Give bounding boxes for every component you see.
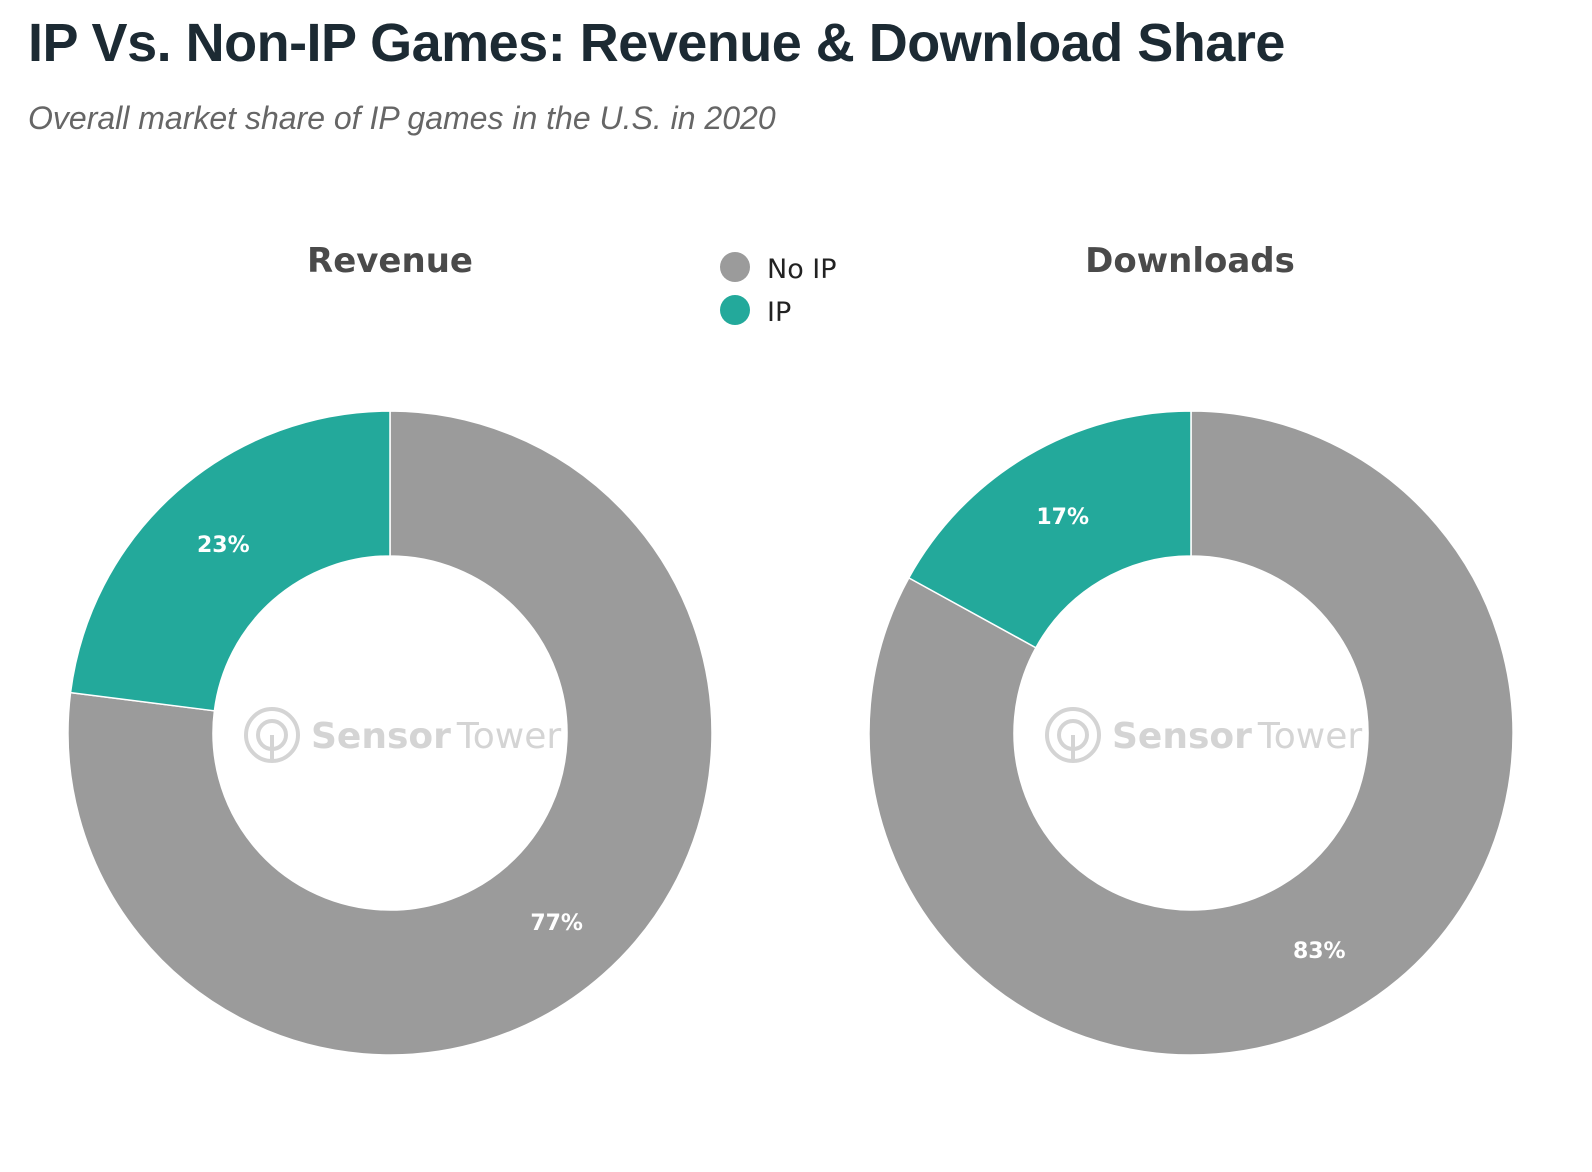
- legend: No IP IP: [720, 252, 837, 328]
- revenue-chart-heading: Revenue: [307, 241, 473, 281]
- downloads-chart-heading: Downloads: [1085, 241, 1295, 281]
- legend-swatch-ip: [720, 295, 750, 325]
- downloads-donut: 83% 17%: [868, 410, 1514, 1056]
- donut-slice-ip: [69, 410, 391, 712]
- legend-label-no-ip: No IP: [767, 254, 837, 285]
- legend-swatch-no-ip: [720, 252, 750, 282]
- legend-item-ip: IP: [720, 295, 791, 328]
- donut-slice-no-ip: [67, 410, 713, 1056]
- donut-slice-ip: [907, 410, 1192, 649]
- legend-label-ip: IP: [767, 297, 791, 328]
- revenue-donut-panel: Revenue 77% 23% Sensor Tower: [67, 241, 713, 1056]
- slice-label-no-ip: 83%: [1293, 939, 1346, 964]
- legend-item-no-ip: No IP: [720, 252, 837, 285]
- watermark-text: Sensor Tower: [311, 716, 561, 757]
- donut-slice-no-ip: [868, 410, 1514, 1056]
- slice-label-ip: 17%: [1036, 505, 1089, 530]
- sensor-tower-logo-icon: [244, 707, 300, 763]
- watermark-text: Sensor Tower: [1112, 716, 1362, 757]
- chart-subtitle: Overall market share of IP games in the …: [28, 100, 776, 136]
- chart-title: IP Vs. Non-IP Games: Revenue & Download …: [28, 13, 1285, 73]
- revenue-donut: 77% 23%: [67, 410, 713, 1056]
- downloads-watermark: Sensor Tower: [1045, 707, 1362, 763]
- slice-label-no-ip: 77%: [530, 911, 583, 936]
- sensor-tower-logo-icon: [1045, 707, 1101, 763]
- downloads-donut-panel: Downloads 83% 17% Sensor Tower: [868, 241, 1514, 1056]
- revenue-watermark: Sensor Tower: [244, 707, 561, 763]
- slice-label-ip: 23%: [197, 533, 250, 558]
